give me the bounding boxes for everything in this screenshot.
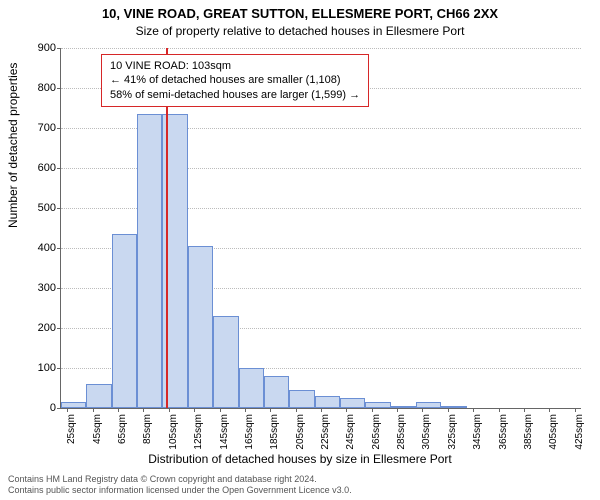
xtick-label: 305sqm bbox=[421, 414, 432, 458]
histogram-bar bbox=[61, 402, 86, 408]
ytick-mark bbox=[57, 408, 61, 409]
ytick-label: 100 bbox=[16, 362, 56, 374]
ytick-mark bbox=[57, 328, 61, 329]
histogram-bar bbox=[137, 114, 162, 408]
histogram-bar bbox=[86, 384, 111, 408]
ytick-mark bbox=[57, 248, 61, 249]
ytick-mark bbox=[57, 128, 61, 129]
xtick-label: 345sqm bbox=[472, 414, 483, 458]
xtick-mark bbox=[372, 408, 373, 412]
xtick-label: 85sqm bbox=[142, 414, 153, 458]
xtick-label: 185sqm bbox=[269, 414, 280, 458]
xtick-label: 225sqm bbox=[320, 414, 331, 458]
ytick-mark bbox=[57, 48, 61, 49]
xtick-mark bbox=[220, 408, 221, 412]
xtick-mark bbox=[473, 408, 474, 412]
xtick-label: 165sqm bbox=[244, 414, 255, 458]
xtick-label: 105sqm bbox=[168, 414, 179, 458]
ytick-mark bbox=[57, 288, 61, 289]
xtick-label: 405sqm bbox=[548, 414, 559, 458]
xtick-mark bbox=[93, 408, 94, 412]
ytick-mark bbox=[57, 208, 61, 209]
xtick-mark bbox=[143, 408, 144, 412]
ytick-label: 600 bbox=[16, 162, 56, 174]
histogram-bar bbox=[112, 234, 137, 408]
xtick-label: 425sqm bbox=[574, 414, 585, 458]
footer-line-1: Contains HM Land Registry data © Crown c… bbox=[8, 474, 352, 485]
xtick-label: 145sqm bbox=[219, 414, 230, 458]
ytick-label: 300 bbox=[16, 282, 56, 294]
ytick-label: 500 bbox=[16, 202, 56, 214]
xtick-label: 65sqm bbox=[117, 414, 128, 458]
ytick-mark bbox=[57, 368, 61, 369]
xtick-mark bbox=[524, 408, 525, 412]
histogram-bar bbox=[213, 316, 238, 408]
xtick-mark bbox=[422, 408, 423, 412]
chart-container: 10, VINE ROAD, GREAT SUTTON, ELLESMERE P… bbox=[0, 0, 600, 500]
plot-area: 10 VINE ROAD: 103sqm ← 41% of detached h… bbox=[60, 48, 581, 409]
info-box: 10 VINE ROAD: 103sqm ← 41% of detached h… bbox=[101, 54, 369, 107]
histogram-bar bbox=[264, 376, 289, 408]
xtick-label: 365sqm bbox=[498, 414, 509, 458]
chart-title-main: 10, VINE ROAD, GREAT SUTTON, ELLESMERE P… bbox=[0, 6, 600, 21]
xtick-mark bbox=[169, 408, 170, 412]
info-line-1: 10 VINE ROAD: 103sqm bbox=[110, 59, 360, 73]
ytick-label: 800 bbox=[16, 82, 56, 94]
chart-title-sub: Size of property relative to detached ho… bbox=[0, 24, 600, 38]
xtick-label: 285sqm bbox=[396, 414, 407, 458]
xtick-label: 385sqm bbox=[523, 414, 534, 458]
xtick-mark bbox=[321, 408, 322, 412]
xtick-mark bbox=[397, 408, 398, 412]
histogram-bar bbox=[416, 402, 441, 408]
xtick-mark bbox=[245, 408, 246, 412]
xtick-label: 25sqm bbox=[66, 414, 77, 458]
footer-attribution: Contains HM Land Registry data © Crown c… bbox=[8, 474, 352, 496]
xtick-label: 325sqm bbox=[447, 414, 458, 458]
xtick-mark bbox=[499, 408, 500, 412]
ytick-label: 0 bbox=[16, 402, 56, 414]
xtick-label: 45sqm bbox=[92, 414, 103, 458]
xtick-mark bbox=[448, 408, 449, 412]
gridline bbox=[61, 48, 581, 49]
histogram-bar bbox=[289, 390, 314, 408]
histogram-bar bbox=[340, 398, 365, 408]
xtick-mark bbox=[270, 408, 271, 412]
histogram-bar bbox=[188, 246, 213, 408]
info-line-3: 58% of semi-detached houses are larger (… bbox=[110, 88, 360, 102]
histogram-bar bbox=[315, 396, 340, 408]
xtick-mark bbox=[118, 408, 119, 412]
histogram-bar bbox=[239, 368, 264, 408]
histogram-bar bbox=[441, 406, 466, 408]
ytick-mark bbox=[57, 168, 61, 169]
xtick-label: 125sqm bbox=[193, 414, 204, 458]
xtick-mark bbox=[575, 408, 576, 412]
xtick-mark bbox=[67, 408, 68, 412]
ytick-label: 900 bbox=[16, 42, 56, 54]
footer-line-2: Contains public sector information licen… bbox=[8, 485, 352, 496]
info-line-2: ← 41% of detached houses are smaller (1,… bbox=[110, 73, 360, 87]
histogram-bar bbox=[365, 402, 390, 408]
xtick-label: 205sqm bbox=[295, 414, 306, 458]
xtick-mark bbox=[194, 408, 195, 412]
histogram-bar bbox=[391, 406, 416, 408]
ytick-label: 400 bbox=[16, 242, 56, 254]
ytick-label: 700 bbox=[16, 122, 56, 134]
xtick-mark bbox=[296, 408, 297, 412]
ytick-label: 200 bbox=[16, 322, 56, 334]
xtick-mark bbox=[549, 408, 550, 412]
xtick-mark bbox=[346, 408, 347, 412]
ytick-mark bbox=[57, 88, 61, 89]
xtick-label: 265sqm bbox=[371, 414, 382, 458]
xtick-label: 245sqm bbox=[345, 414, 356, 458]
